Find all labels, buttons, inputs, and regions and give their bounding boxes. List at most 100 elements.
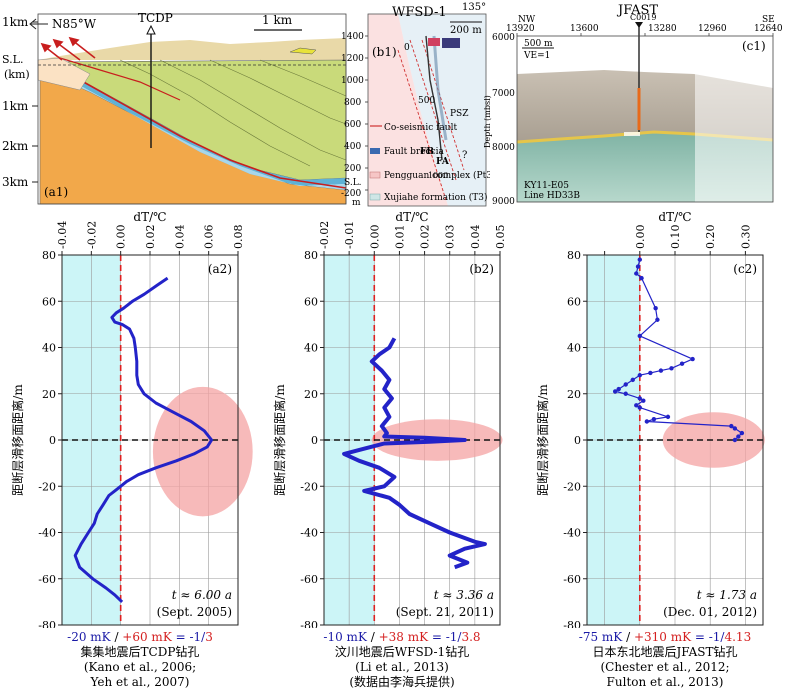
c1-title: JFAST [616,3,658,18]
data-point [644,419,650,424]
y-tick-label: -60 [563,573,581,586]
a1-depth-label-1: (km) [4,68,30,81]
data-point [634,403,639,408]
data-point [679,361,685,366]
c1-y-label: Depth (mbsl) [484,95,492,148]
c1-y-tick-3: 9000 [492,197,515,207]
panel-label: (a2) [208,262,232,276]
date-annotation: (Sept. 2005) [157,605,232,619]
b1-psz: PSZ [450,109,468,119]
caption-a2-pos: +60 mK [122,630,172,644]
data-point [616,386,621,392]
data-point [669,366,674,371]
b1-legend-0: Co-seismic fault [384,123,457,133]
caption-c2-neg: -75 mK [578,630,623,644]
y-tick-label: 80 [42,249,56,262]
x-tick-label: 0.00 [368,225,381,250]
c1-scale: 500 m [524,39,553,49]
caption-c2-pos: +310 mK [633,630,692,644]
caption-c2-eq: = -1/ [691,630,725,644]
b1-y-tick-3: 800 [344,98,361,108]
a1-well-label: TCDP [138,11,173,25]
time-annotation: t ≈ 3.36 a [434,588,494,602]
anomaly-ellipse [152,386,253,517]
caption-a2-eq: = -1/ [171,630,206,644]
y-tick-label: -60 [300,573,318,586]
b1-y-tick-6: 200 [344,164,361,174]
x-tick-label: 0.04 [469,225,482,250]
b1-fb: FB [420,147,434,157]
data-point [732,426,738,431]
y-tick-label: 60 [42,295,56,308]
caption-b2: -10 mK / +38 mK = -1/3.8 汶川地震后WFSD-1钻孔 (… [282,630,522,690]
data-point [732,437,738,443]
caption-c2-line2: 日本东北地震后JFAST钻孔 [592,645,738,659]
b1-y-tick-4: 600 [344,120,361,130]
y-axis-label: 距断层滑移面距离/m [10,384,25,496]
caption-b2-sep: / [366,630,379,644]
y-tick-label: 20 [42,388,56,401]
c1-x-tick-3: 12960 [698,24,727,34]
anomaly-ellipse [662,412,765,468]
data-point [655,317,660,322]
c1-x-tick-0: 13920 [506,24,535,34]
b1-y-tick-7: S.L. [344,178,362,188]
x-tick-label: -0.02 [318,221,331,249]
series-line-TCDP [73,276,214,603]
y-tick-label: -20 [38,480,56,493]
y-tick-label: 20 [304,388,318,401]
caption-b2-line3: (Li et al., 2013) [355,660,449,674]
data-point [612,389,618,394]
data-point [665,414,671,420]
time-annotation: t ≈ 6.00 a [172,588,232,602]
x-tick-label: 0.05 [494,225,507,250]
y-tick-label: 0 [574,434,581,447]
x-tick-label: 0.02 [144,225,157,250]
y-tick-label: -40 [300,527,318,540]
a1-scale-label: 1 km [262,13,293,27]
caption-a2: -20 mK / +60 mK = -1/3 集集地震后TCDP钻孔 (Kano… [20,630,260,690]
b1-y-tick-5: 400 [344,142,361,152]
y-tick-label: -20 [300,480,318,493]
b1-contour-0: 0 [404,43,410,53]
c1-y-tick-0: 6000 [492,33,515,43]
data-point [739,430,745,436]
c1-y-tick-1: 7000 [492,89,515,99]
chart-c2: 0.00 0.10 0.20 0.30 -80 -60 -40 -20 0 20 40 60 80 dT/… [535,210,765,628]
a1-depth-label-2: 1km [2,99,29,113]
data-point [623,391,628,396]
b1-scale: 200 m [450,25,482,36]
c1-ve: VE=1 [523,51,550,61]
caption-a2-ratio: 3 [205,630,213,644]
data-point [637,396,642,401]
caption-c2-ratio: 4.13 [724,630,752,644]
chart-b2: -0.02 -0.01 0.00 0.01 0.02 0.03 0.04 0.05 -80 -60… [272,210,507,628]
series-line-WFSD-1 [342,337,487,570]
x-tick-label: 0.08 [232,225,245,250]
c1-panel-label: (c1) [742,39,766,53]
x-tick-label: 0.06 [203,225,216,250]
panel-b1-cross-section: 1400 1200 1000 800 600 400 200 S.L. -200… [341,2,490,208]
b1-y-tick-0: 1400 [341,32,364,42]
y-tick-label: -40 [38,527,56,540]
data-point [635,264,641,269]
caption-b2-line2: 汶川地震后WFSD-1钻孔 [334,645,470,659]
data-point [653,305,658,311]
data-point [658,368,664,373]
a1-panel-label: (a1) [44,185,68,199]
data-point [634,271,639,276]
caption-a2-line3: (Kano et al., 2006; [83,660,197,674]
x-axis-label: dT/℃ [658,210,691,224]
caption-a2-sep: / [110,630,123,644]
c1-x-tick-2: 13280 [648,24,677,34]
c1-line1: KY11-E05 [524,181,569,191]
caption-a2-line4: Yeh et al., 2007) [90,675,190,689]
data-point [736,434,741,439]
data-point [729,423,734,429]
c1-nw: NW [518,15,536,25]
caption-c2-sep: / [622,630,634,644]
data-point [637,405,642,410]
c1-x-tick-4: 12640 [754,24,783,34]
a1-depth-label-4: 3km [2,175,29,189]
caption-a2-neg: -20 mK [67,630,111,644]
